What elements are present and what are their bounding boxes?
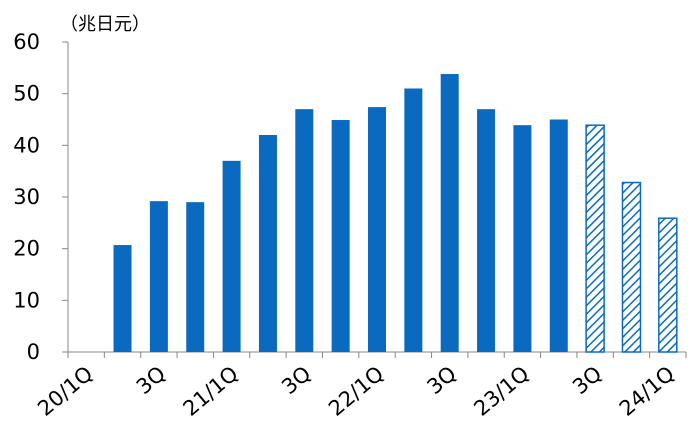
bar xyxy=(477,109,496,353)
x-tick-label: 22/1Q xyxy=(324,361,388,420)
y-tick-label: 30 xyxy=(13,185,40,209)
x-tick-label: 3Q xyxy=(423,361,461,399)
x-tick-label: 3Q xyxy=(568,361,606,399)
y-tick-label: 0 xyxy=(27,340,40,364)
x-tick-label: 3Q xyxy=(132,361,170,399)
bar xyxy=(186,202,205,352)
bar-forecast xyxy=(658,217,678,353)
bar-forecast xyxy=(585,124,605,353)
x-tick-label: 24/1Q xyxy=(615,361,679,420)
x-tick-label: 23/1Q xyxy=(469,361,533,420)
bar-forecast xyxy=(621,181,642,353)
bar xyxy=(295,109,314,353)
axes xyxy=(62,41,687,358)
bar xyxy=(368,107,386,352)
y-tick-label: 50 xyxy=(13,82,40,106)
bar xyxy=(331,120,350,353)
bar xyxy=(222,160,241,352)
bar xyxy=(549,119,568,352)
y-tick-label: 60 xyxy=(13,30,40,54)
bars xyxy=(113,74,678,353)
x-tick-label: 20/1Q xyxy=(33,361,97,420)
bar xyxy=(258,135,277,352)
x-tick-label: 21/1Q xyxy=(179,361,243,420)
unit-label: （兆日元） xyxy=(60,14,150,35)
bar xyxy=(440,74,459,353)
y-tick-label: 20 xyxy=(13,237,40,261)
bar xyxy=(513,125,532,352)
bar xyxy=(113,245,132,352)
bar xyxy=(404,88,423,352)
x-tick-label: 3Q xyxy=(277,361,315,399)
y-tick-label: 40 xyxy=(13,133,40,157)
bar xyxy=(149,201,168,352)
y-tick-label: 10 xyxy=(13,288,40,312)
